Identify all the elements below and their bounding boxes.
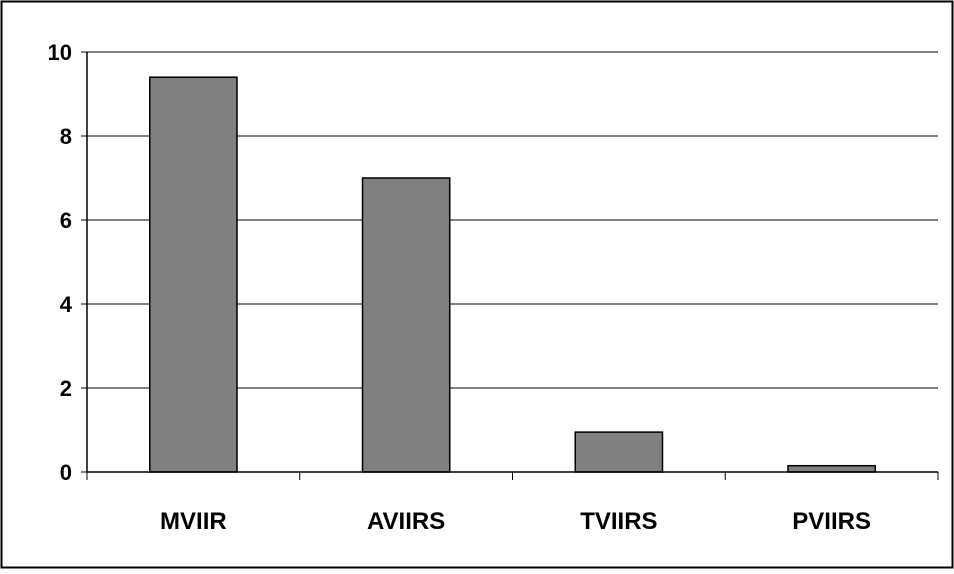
bar-aviirs bbox=[361, 177, 451, 473]
x-tick-label: TVIIRS bbox=[580, 508, 657, 535]
y-tick-label: 8 bbox=[60, 124, 72, 149]
bars bbox=[86, 76, 939, 480]
bar-pviirs bbox=[787, 464, 876, 473]
y-tick-label: 6 bbox=[60, 208, 72, 233]
x-tick-label: PVIIRS bbox=[792, 508, 871, 535]
y-tick-label: 0 bbox=[60, 460, 72, 485]
x-tick-labels: MVIIR AVIIRS TVIIRS PVIIRS bbox=[160, 508, 871, 535]
y-tick-labels: 0 2 4 6 8 10 bbox=[48, 40, 73, 485]
axes bbox=[86, 52, 938, 473]
x-tick-label: AVIIRS bbox=[367, 508, 445, 535]
y-tick-label: 4 bbox=[60, 292, 73, 317]
y-tick-label: 10 bbox=[48, 40, 72, 65]
y-tick-label: 2 bbox=[60, 376, 72, 401]
bar-mviir bbox=[149, 76, 238, 473]
x-tick-label: MVIIR bbox=[160, 508, 227, 535]
bar-tviirs bbox=[574, 431, 664, 473]
